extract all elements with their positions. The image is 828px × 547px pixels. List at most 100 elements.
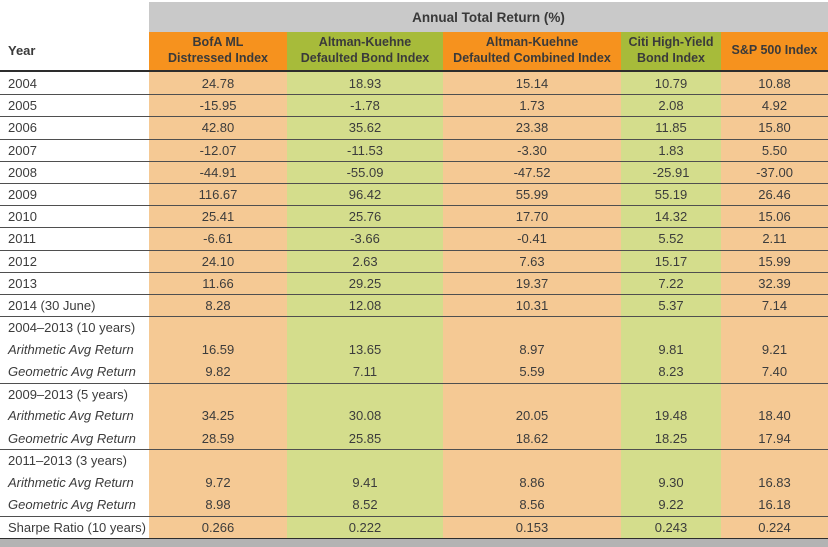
cell-value	[287, 383, 443, 405]
cell-value	[149, 383, 287, 405]
cell-value: 20.05	[443, 404, 621, 427]
cell-value: 55.99	[443, 183, 621, 206]
cell-value: 8.28	[149, 294, 287, 317]
row-label: Arithmetic Avg Return	[0, 404, 149, 427]
cell-value: 9.72	[149, 471, 287, 494]
cell-value: 10.88	[721, 72, 828, 95]
cell-value: 9.82	[149, 360, 287, 383]
cell-value	[621, 383, 721, 405]
cell-value: 12.08	[287, 294, 443, 317]
cell-value: -6.61	[149, 228, 287, 250]
cell-value	[149, 317, 287, 339]
row-label: 2009–2013 (5 years)	[0, 383, 149, 405]
cell-value: 15.80	[721, 117, 828, 139]
cell-value: -12.07	[149, 139, 287, 161]
cell-value: 7.14	[721, 294, 828, 317]
table-row: 2013 11.66 29.25 19.37 7.22 32.39	[0, 271, 828, 294]
cell-value: 0.153	[443, 516, 621, 538]
table-row: 2005 -15.95 -1.78 1.73 2.08 4.92	[0, 94, 828, 117]
cell-value: 96.42	[287, 183, 443, 206]
cell-value: 9.21	[721, 338, 828, 361]
cell-value: 7.11	[287, 360, 443, 383]
cell-value: 18.62	[443, 427, 621, 450]
table-row: Sharpe Ratio (10 years) 0.266 0.222 0.153 0.…	[0, 515, 828, 538]
cell-value: 0.222	[287, 516, 443, 538]
cell-value: 7.63	[443, 250, 621, 272]
cell-value: 26.46	[721, 183, 828, 206]
cell-value: 11.66	[149, 272, 287, 294]
cell-value: 10.31	[443, 294, 621, 317]
row-label: 2006	[0, 117, 149, 139]
cell-value: 2.08	[621, 95, 721, 117]
cell-value: 15.99	[721, 250, 828, 272]
cell-value	[621, 450, 721, 472]
cell-value: -15.95	[149, 95, 287, 117]
table-row: Arithmetic Avg Return 34.25 30.08 20.05 19.4…	[0, 404, 828, 427]
cell-value: 7.22	[621, 272, 721, 294]
column-header-altman-defaulted-combined: Altman-Kuehne Defaulted Combined Index	[443, 32, 621, 70]
cell-value: 34.25	[149, 404, 287, 427]
cell-value: 5.52	[621, 228, 721, 250]
cell-value: 1.83	[621, 139, 721, 161]
cell-value: 5.59	[443, 360, 621, 383]
cell-value: 15.17	[621, 250, 721, 272]
table-row: 2008 -44.91 -55.09 -47.52 -25.91 -37.00	[0, 160, 828, 183]
cell-value	[721, 317, 828, 339]
row-label: Geometric Avg Return	[0, 360, 149, 383]
cell-value: 2.11	[721, 228, 828, 250]
cell-value: 35.62	[287, 117, 443, 139]
cell-value	[287, 450, 443, 472]
cell-value: 16.59	[149, 338, 287, 361]
cell-value: 25.76	[287, 206, 443, 228]
cell-value: 8.56	[443, 493, 621, 516]
cell-value: 5.50	[721, 139, 828, 161]
row-label: 2007	[0, 139, 149, 161]
cell-value: -3.30	[443, 139, 621, 161]
column-header-sp500: S&P 500 Index	[721, 32, 828, 70]
table-row: 2012 24.10 2.63 7.63 15.17 15.99	[0, 249, 828, 272]
cell-value: -1.78	[287, 95, 443, 117]
cell-value: -3.66	[287, 228, 443, 250]
cell-value: 24.10	[149, 250, 287, 272]
row-label: Geometric Avg Return	[0, 427, 149, 450]
row-label: Geometric Avg Return	[0, 493, 149, 516]
cell-value: 11.85	[621, 117, 721, 139]
cell-value: -25.91	[621, 161, 721, 183]
cell-value: 18.25	[621, 427, 721, 450]
row-label: 2008	[0, 161, 149, 183]
cell-value: 15.14	[443, 72, 621, 95]
row-label: 2010	[0, 206, 149, 228]
table-row: Geometric Avg Return 28.59 25.85 18.62 18.25…	[0, 427, 828, 450]
cell-value: 0.243	[621, 516, 721, 538]
cell-value	[443, 317, 621, 339]
row-label: Arithmetic Avg Return	[0, 471, 149, 494]
cell-value: 13.65	[287, 338, 443, 361]
row-label: 2009	[0, 183, 149, 206]
cell-value: -0.41	[443, 228, 621, 250]
column-header-altman-defaulted-bond: Altman-Kuehne Defaulted Bond Index	[287, 32, 443, 70]
cell-value: 18.93	[287, 72, 443, 95]
table-row: Arithmetic Avg Return 16.59 13.65 8.97 9.81 9…	[0, 338, 828, 361]
cell-value: 0.224	[721, 516, 828, 538]
table-body: 2004 24.78 18.93 15.14 10.79 10.88 2005 -15.95-…	[0, 72, 828, 538]
table-row: 2011 -6.61 -3.66 -0.41 5.52 2.11	[0, 227, 828, 250]
table-row: 2004–2013 (10 years)	[0, 316, 828, 339]
cell-value: 7.40	[721, 360, 828, 383]
row-label: Arithmetic Avg Return	[0, 338, 149, 361]
cell-value: 28.59	[149, 427, 287, 450]
cell-value: 32.39	[721, 272, 828, 294]
cell-value: -44.91	[149, 161, 287, 183]
cell-value: 19.37	[443, 272, 621, 294]
cell-value: 8.23	[621, 360, 721, 383]
cell-value: 30.08	[287, 404, 443, 427]
row-label: 2005	[0, 95, 149, 117]
table-row: 2007 -12.07 -11.53 -3.30 1.83 5.50	[0, 138, 828, 161]
cell-value: 16.83	[721, 471, 828, 494]
cell-value: 42.80	[149, 117, 287, 139]
cell-value	[149, 450, 287, 472]
table-row: 2010 25.41 25.76 17.70 14.32 15.06	[0, 205, 828, 228]
cell-value: 17.70	[443, 206, 621, 228]
column-header-year: Year	[0, 32, 149, 70]
cell-value	[287, 317, 443, 339]
